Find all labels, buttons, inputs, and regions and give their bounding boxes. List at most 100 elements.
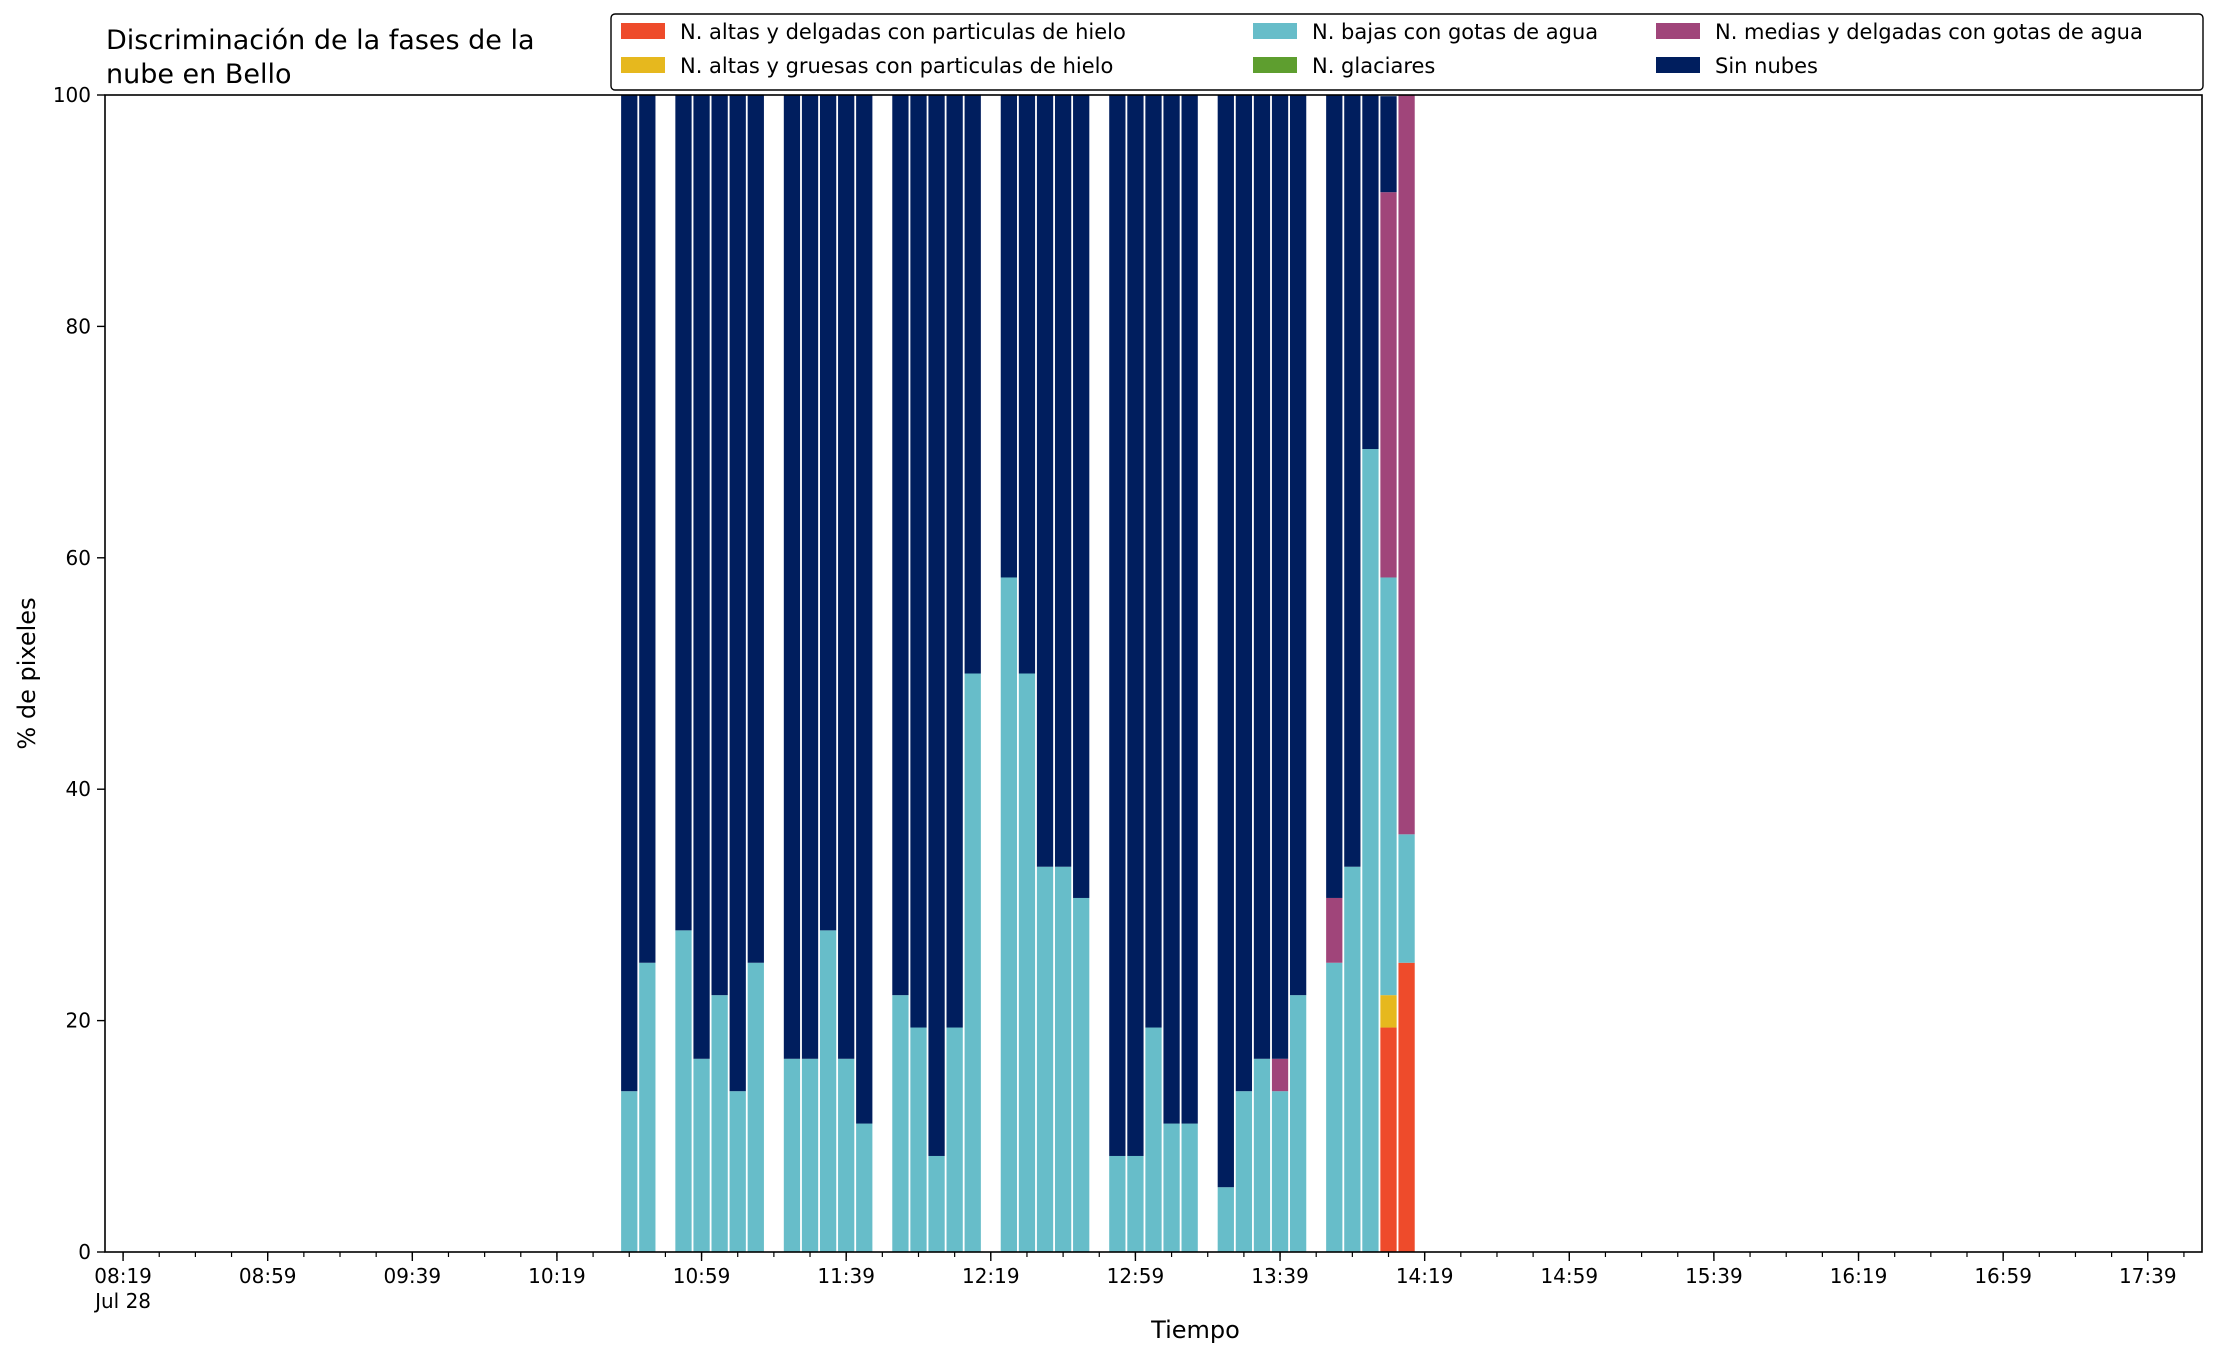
legend-swatch — [1253, 57, 1297, 73]
bar-segment — [675, 930, 692, 1252]
bar-segment — [1073, 95, 1090, 898]
bar-segment — [1073, 897, 1090, 1252]
legend-label: N. altas y delgadas con particulas de hi… — [680, 20, 1126, 44]
x-tick-label: 14:19 — [1396, 1264, 1454, 1288]
y-tick-label: 60 — [66, 546, 91, 570]
y-axis-label: % de pixeles — [13, 597, 41, 749]
bar-segment — [1109, 95, 1126, 1156]
bar-segment — [964, 95, 981, 674]
bar-segment — [1253, 95, 1271, 1059]
bar-segment — [729, 95, 746, 1092]
legend-label: N. bajas con gotas de agua — [1312, 20, 1598, 44]
bar-segment — [747, 962, 764, 1252]
x-tick-sublabel: Jul 28 — [93, 1289, 151, 1313]
y-tick-label: 20 — [66, 1009, 91, 1033]
bar-segment — [1326, 897, 1343, 963]
y-tick-label: 80 — [66, 314, 91, 338]
bar-segment — [711, 995, 728, 1252]
bar-segment — [1289, 995, 1307, 1252]
x-tick-label: 10:59 — [673, 1264, 731, 1288]
bar-segment — [1000, 577, 1018, 1252]
legend-swatch — [1656, 23, 1700, 39]
legend-label: Sin nubes — [1715, 54, 1818, 78]
legend-box — [610, 13, 2204, 91]
bar-segment — [838, 95, 855, 1059]
x-tick-label: 16:19 — [1830, 1264, 1888, 1288]
x-tick-label: 09:39 — [383, 1264, 441, 1288]
bar-segment — [928, 95, 945, 1156]
bar-segment — [1344, 95, 1361, 867]
bar-segment — [1289, 95, 1307, 996]
bar-segment — [856, 95, 873, 1124]
legend-label: N. altas y gruesas con particulas de hie… — [680, 54, 1113, 78]
x-tick-label: 10:19 — [528, 1264, 586, 1288]
bar-segment — [910, 95, 927, 1028]
x-tick-label: 12:59 — [1107, 1264, 1165, 1288]
bar-segment — [1109, 1155, 1126, 1252]
bar-segment — [1398, 962, 1415, 1252]
bar-segment — [621, 1091, 638, 1252]
bar-segment — [819, 930, 837, 1252]
bar-segment — [1163, 95, 1180, 1124]
bar-segment — [1398, 834, 1415, 963]
legend: N. altas y delgadas con particulas de hi… — [610, 13, 2204, 91]
chart-title-line: nube en Bello — [106, 59, 292, 90]
plot-frame — [104, 94, 2203, 1253]
bar-segment — [1145, 1027, 1162, 1252]
y-tick-label: 100 — [53, 83, 91, 107]
bar-segment — [946, 1027, 963, 1252]
bar-segment — [1163, 1123, 1180, 1252]
bar-segment — [1217, 1187, 1234, 1252]
bar-segment — [1235, 95, 1253, 1092]
bar-segment — [1380, 192, 1397, 578]
bar-segment — [729, 1091, 746, 1252]
bar-segment — [1344, 866, 1361, 1252]
bar-segment — [1380, 96, 1397, 193]
bar-segment — [1326, 95, 1343, 898]
legend-swatch — [621, 57, 665, 73]
x-tick-label: 12:19 — [962, 1264, 1020, 1288]
bar-segment — [801, 95, 819, 1059]
bar-segment — [892, 95, 909, 996]
bar-segment — [693, 1058, 710, 1252]
bar-segment — [1380, 1027, 1397, 1252]
bar-segment — [1127, 95, 1144, 1156]
bar-segment — [1018, 95, 1036, 674]
bar-segment — [964, 673, 981, 1252]
x-tick-label: 11:39 — [817, 1264, 875, 1288]
bar-segment — [1271, 1058, 1289, 1092]
y-tick-label: 0 — [78, 1240, 91, 1264]
bar-segment — [693, 95, 710, 1059]
x-tick-label: 15:39 — [1685, 1264, 1743, 1288]
bar-segment — [928, 1155, 945, 1252]
bar-segment — [1181, 95, 1198, 1124]
bar-segment — [1000, 95, 1018, 578]
bar-segment — [783, 1058, 801, 1252]
x-axis-label: Tiempo — [1150, 1316, 1240, 1344]
bar-segment — [1054, 95, 1072, 867]
bar-segment — [1054, 866, 1072, 1252]
chart-title-line: Discriminación de la fases de la — [106, 25, 535, 56]
bar-segment — [1036, 866, 1054, 1252]
bar-segment — [1362, 449, 1379, 1252]
bar-segment — [1271, 1091, 1289, 1252]
bar-segment — [1018, 673, 1036, 1252]
bar-segment — [1127, 1155, 1144, 1252]
bar-segment — [819, 95, 837, 931]
legend-swatch — [621, 23, 665, 39]
legend-label: N. medias y delgadas con gotas de agua — [1715, 20, 2143, 44]
bar-segment — [711, 95, 728, 996]
bar-segment — [892, 995, 909, 1252]
legend-swatch — [1253, 23, 1297, 39]
legend-swatch — [1656, 57, 1700, 73]
x-tick-label: 08:19 — [94, 1264, 152, 1288]
x-tick-label: 13:39 — [1251, 1264, 1309, 1288]
bar-segment — [801, 1058, 819, 1252]
bar-segment — [946, 95, 963, 1028]
bar-segment — [1181, 1123, 1198, 1252]
bar-segment — [1380, 577, 1397, 996]
bar-segment — [856, 1123, 873, 1252]
